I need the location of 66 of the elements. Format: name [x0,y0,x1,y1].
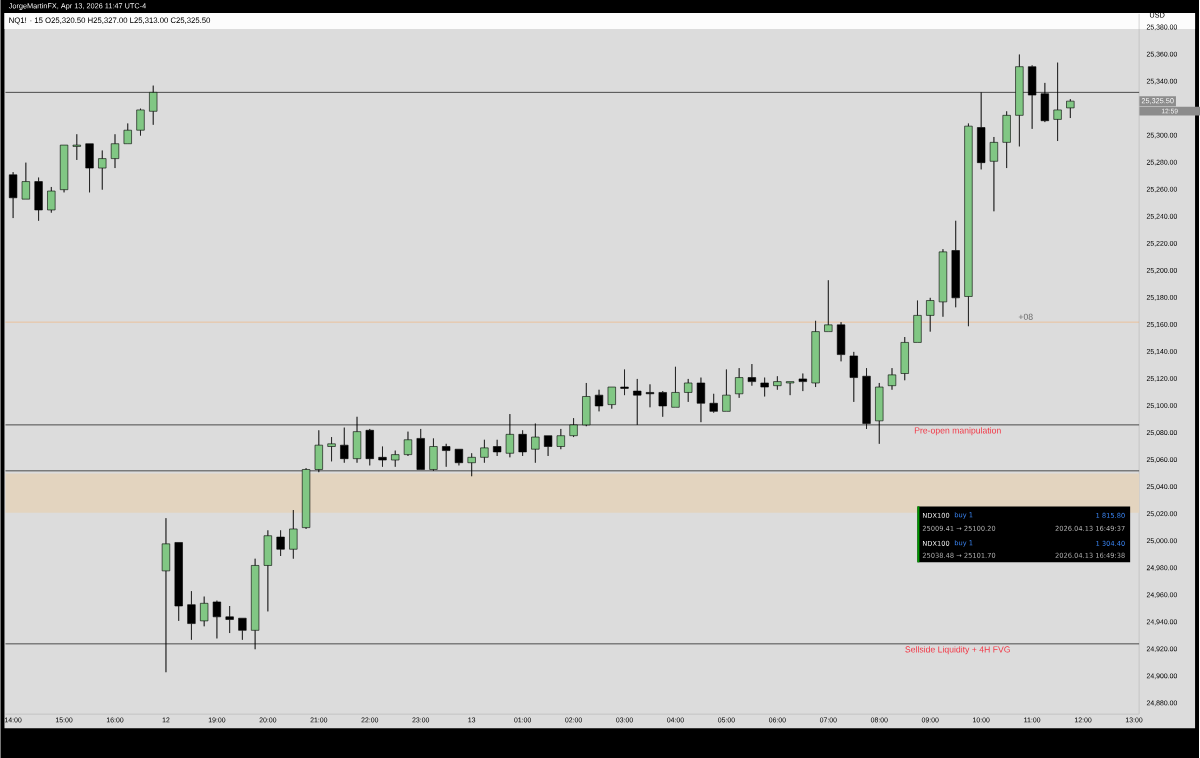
candlestick [442,443,451,468]
ref-line-label: Pre-open manipulation [914,427,1001,436]
candlestick [709,393,718,413]
candlestick [684,378,693,403]
candlestick [798,373,807,392]
candlestick [722,369,731,412]
candlestick [136,108,145,136]
candlestick [47,186,56,213]
candlestick [543,435,553,457]
candlestick [964,123,973,327]
candlestick [785,381,795,396]
candlestick [658,390,667,418]
candlestick [276,529,285,557]
candlestick [760,377,769,397]
candlestick [824,279,833,332]
candlestick [263,529,272,612]
candlestick [926,297,935,332]
ref-line-label: Sellside Liquidity + 4H FVG [905,646,1010,655]
candlestick [1066,98,1075,119]
candlestick [187,590,196,641]
candlestick [747,363,757,386]
candlestick [391,450,400,468]
annotation: +08 [1018,313,1033,320]
candlestick [594,389,604,412]
candlestick [289,509,298,559]
candlestick [900,336,909,381]
candlestick [518,429,527,457]
candlestick [225,605,234,634]
candlestick [34,177,43,222]
candlestick [735,367,744,399]
candlestick [811,320,820,388]
candlestick [98,150,107,190]
candlestick [1002,110,1011,169]
candlestick [951,220,960,308]
candlestick [773,375,782,390]
candlestick [403,431,413,457]
candlestick [671,366,680,408]
candlestick [8,171,18,219]
candlestick [696,377,706,423]
candlestick [493,439,502,457]
candlestick [378,446,387,468]
candlestick [849,351,858,403]
candlestick [238,617,247,641]
candlestick [938,248,948,317]
candlestick [327,436,336,462]
candlestick [913,300,922,343]
candlestick [72,133,81,161]
candlestick [200,596,209,627]
candlestick [836,321,846,362]
candlestick [365,428,374,466]
candlestick [645,383,655,408]
candlestick [989,136,999,212]
candlestick [340,427,349,463]
candlestick [620,369,629,396]
candlestick [85,143,94,193]
candlestick [556,428,565,450]
candlestick [887,367,897,390]
candlestick [21,162,30,200]
candlestick [110,133,120,169]
candlestick [123,123,132,144]
candlestick [59,144,69,193]
candlestick [174,542,183,622]
candlestick [480,439,489,463]
candlestick [454,448,464,466]
candlestick [607,386,616,409]
candlestick [212,600,222,639]
